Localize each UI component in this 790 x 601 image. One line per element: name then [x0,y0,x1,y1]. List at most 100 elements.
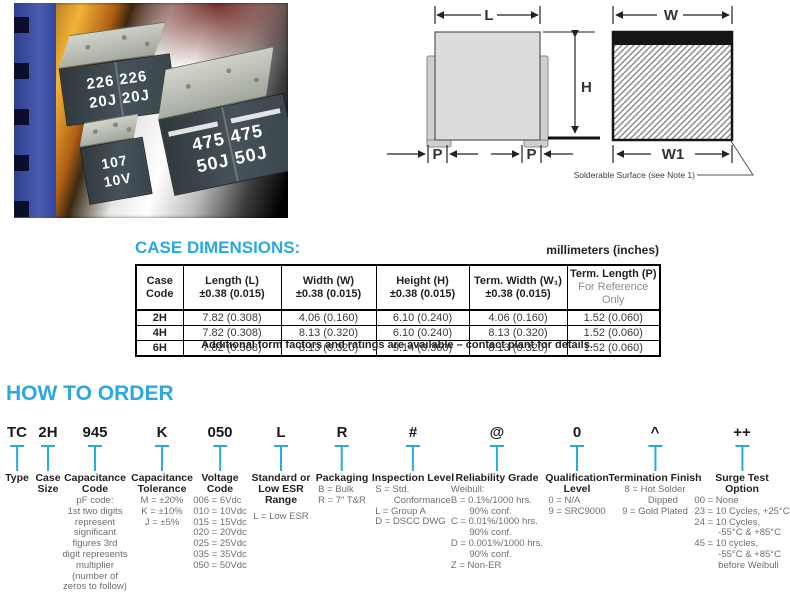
side-view: L H P P [387,6,600,163]
order-code: 945 [82,424,108,441]
order-segment-reliability-grade: @ Reliability Grade Weibull: B = 0.1%/1000… [451,424,543,573]
order-segment-type: TC Type [5,424,29,484]
polarity-band [613,32,732,45]
order-label: Capacitance Code [64,472,126,495]
order-segment-voltage-code: 050 Voltage Code 006 = 6Vdc 010 = 10Vdc 01… [193,424,247,573]
case-dimensions-title: CASE DIMENSIONS: [135,238,301,257]
order-details: 8 = Hot Solder Dipped 9 = Gold Plated [622,484,688,517]
dimension-label-w: W [664,7,679,24]
order-details: Weibull: B = 0.1%/1000 hrs. 90% conf. C … [450,484,544,571]
order-code: ++ [733,424,751,441]
case-code-cell: 2H [135,309,184,326]
dimension-label-p-left: P [432,146,442,163]
order-segment-termination-finish: ^ Termination Finish 8 = Hot Solder Dipped… [608,424,701,519]
order-code: @ [489,424,505,441]
order-code: TC [6,424,27,441]
dimension-label-w1: W1 [662,146,685,163]
column-header: Term. Length (P) For Reference Only [566,264,661,311]
table-footnote: Additional form factors and ratings are … [201,339,593,351]
order-details: S = Std. Conformance L = Group A D = DSC… [375,484,451,528]
capacitor-image-107: 107 10V [75,113,153,205]
order-code: L [276,424,286,441]
order-segment-inspection-level: # Inspection Level S = Std. Conformance L … [372,424,454,529]
order-code: R [336,424,348,441]
order-label: Type [5,472,29,484]
order-code: 2H [38,424,58,441]
dimension-diagram: L H P P W [387,6,754,180]
order-code: ^ [650,424,660,441]
order-details: L = Low ESR [253,511,309,522]
order-code: 0 [572,424,582,441]
dimension-label-h: H [581,79,592,96]
order-segments: TC Type 2H Case Size 945 Capacitance Code pF c… [0,424,790,601]
order-code: # [408,424,418,441]
front-view: W W1 Solderable Surface (see Note 1) [574,6,754,180]
table-row: 2H 7.82 (0.308) 4.06 (0.160) 6.10 (0.240) 4.… [135,309,661,326]
order-label: Termination Finish [608,472,702,484]
leader-line [697,140,754,176]
order-segment-capacitance-code: 945 Capacitance Code pF code: 1st two digi… [59,424,131,594]
order-label: Packaging [315,472,369,484]
order-label: Reliability Grade [455,472,539,484]
order-code: K [156,424,168,441]
capacitor-image-475: 475 475 50J 50J [148,46,288,196]
connector-line [274,445,288,471]
order-code: 050 [207,424,233,441]
order-label: Case Size [35,472,61,495]
case-code-cell: 4H [135,325,184,341]
case-dimensions-table: Case Code Length (L) ±0.38 (0.015) Width (W)… [135,264,661,357]
dimension-cell: 7.82 (0.308) [182,325,282,341]
order-details: B = Bulk R = 7" T&R [318,484,366,506]
connector-line [9,445,24,471]
dimension-cell: 1.52 (0.060) [566,309,661,326]
dimension-cell: 8.13 (0.320) [468,340,568,357]
front-body-outline [611,30,734,142]
product-photo: 226 226 20J 20J 107 10V 475 475 50J 50J [14,3,288,218]
column-header: Height (H) ±0.38 (0.015) [375,264,470,311]
connector-line [213,445,227,471]
dimension-label-p-right: P [526,146,536,163]
order-label: Inspection Level [371,472,455,484]
dimension-label-l: L [484,7,493,24]
connector-line [570,445,584,471]
order-segment-case-size: 2H Case Size [31,424,65,495]
order-label: Qualification Level [545,472,609,495]
connector-line [335,445,349,471]
connector-line [41,445,55,471]
order-segment-surge-test-option: ++ Surge Test Option 00 = None 23 = 10 Cyc… [694,424,789,573]
table-header-row: Case Code Length (L) ±0.38 (0.015) Width (W)… [135,264,661,311]
order-segment-packaging: R Packaging B = Bulk R = 7" T&R [316,424,369,508]
order-label: Voltage Code [201,472,239,495]
dimension-cell: 1.52 (0.060) [566,325,661,341]
column-header: Width (W) ±0.38 (0.015) [280,264,377,311]
dimension-cell: 9.14 (0.360) [375,340,470,357]
order-details: 0 = N/A 9 = SRC9000 [548,495,606,517]
dimension-cell: 8.13 (0.320) [280,325,377,341]
capacitor-front-face: 107 10V [79,136,153,205]
order-details: pF code: 1st two digits represent signif… [62,495,128,593]
column-header: Length (L) ±0.38 (0.015) [182,264,282,311]
connector-line [489,445,504,471]
order-segment-qualification-level: 0 Qualification Level 0 = N/A 9 = SRC9000 [539,424,615,519]
order-segment-capacitance-tolerance: K Capacitance Tolerance M = ±20% K = ±10% … [126,424,198,530]
dimension-cell: 6.10 (0.240) [375,309,470,326]
order-details: 00 = None 23 = 10 Cycles, +25°C 24 = 10 … [694,495,790,571]
how-to-order-title: HOW TO ORDER [6,382,174,405]
dimension-cell: 8.13 (0.320) [468,325,568,341]
table-row: 6H 7.82 (0.308) 8.13 (0.320) 9.14 (0.360) 8.… [135,340,661,357]
dimension-cell: 8.13 (0.320) [280,340,377,357]
connector-line [155,445,169,471]
dimension-cell: 7.82 (0.308) [182,309,282,326]
connector-line [88,445,102,471]
order-details: 006 = 6Vdc 010 = 10Vdc 015 = 15Vdc 020 =… [193,495,247,571]
dimension-cell: 4.06 (0.160) [468,309,568,326]
photo-blue-strip [14,3,56,218]
column-header: Case Code [135,264,184,311]
capacitor-body-outline [434,31,541,141]
dimension-cell: 1.52 (0.060) [566,340,661,357]
order-label: Standard or Low ESR Range [251,472,311,506]
units-label: millimeters (inches) [546,243,659,257]
column-header: Term. Width (W₁) ±0.38 (0.015) [468,264,568,311]
connector-line [648,445,662,471]
